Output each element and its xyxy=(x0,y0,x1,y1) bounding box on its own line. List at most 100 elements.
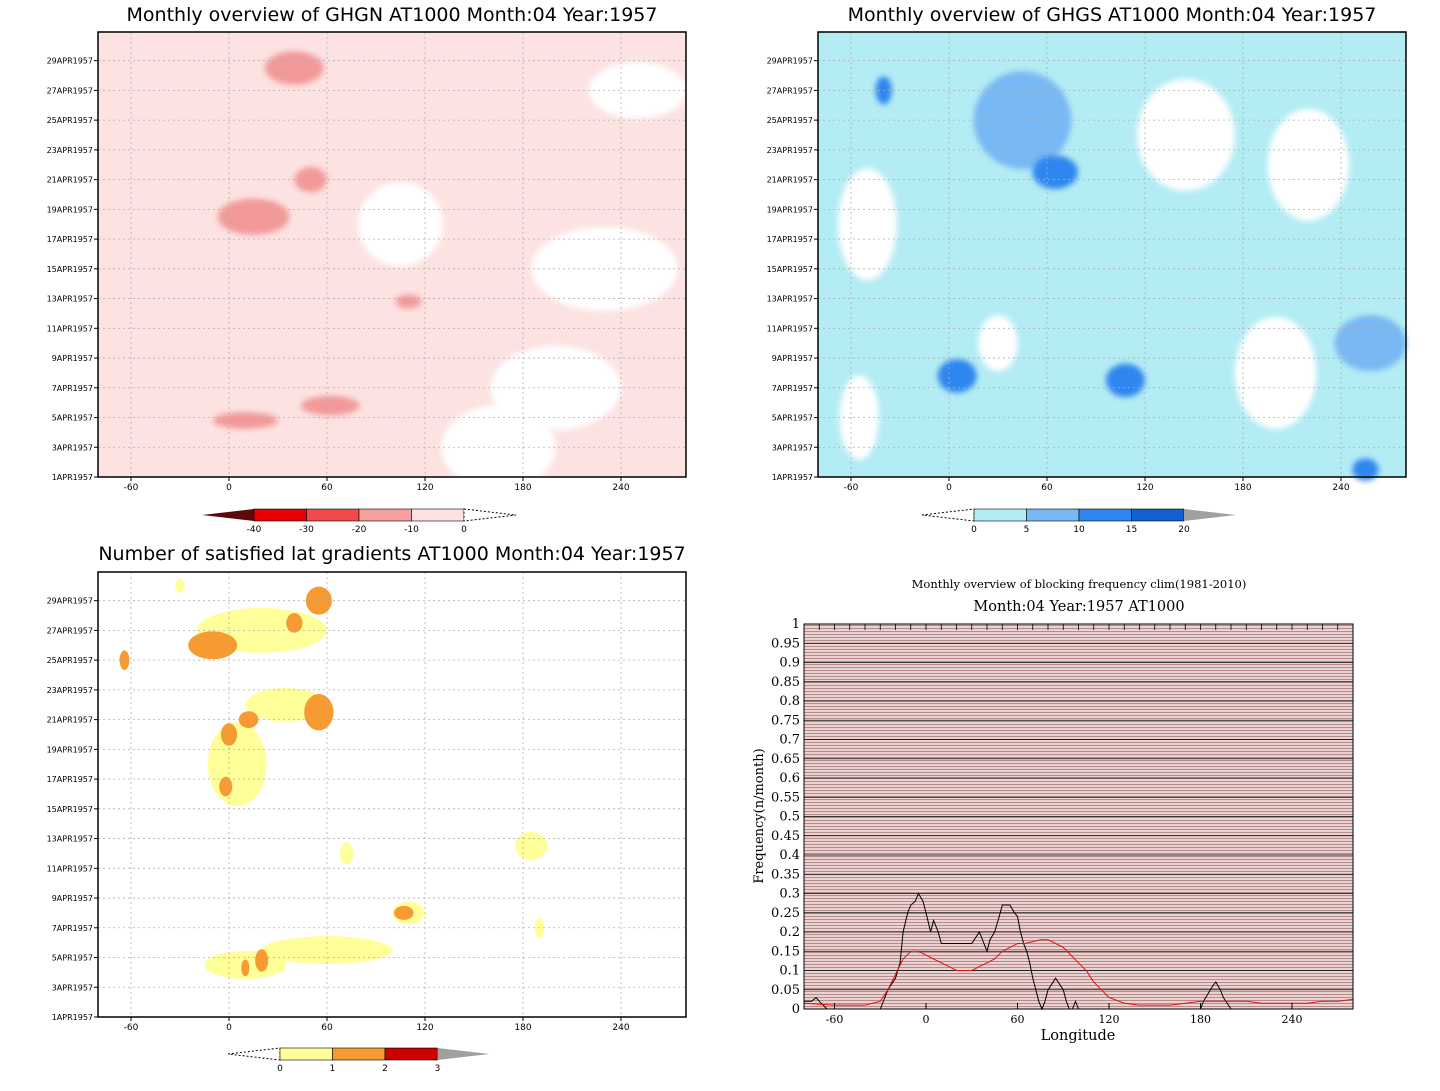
ghgn-blob xyxy=(212,412,278,429)
latgrad-frame xyxy=(97,571,687,1018)
freq-title: Monthly overview of blocking frequency c… xyxy=(912,577,1247,591)
ghgn-contours xyxy=(212,51,422,429)
latgrad-cb-segment xyxy=(279,1047,333,1061)
ghgn-ytick-label: 1APR1957 xyxy=(52,473,93,482)
freq-ytick-label: 0.5 xyxy=(779,810,800,825)
ghgs-zero-area xyxy=(837,168,897,281)
ghgn-cb-label: -10 xyxy=(404,525,419,535)
ghgs-blob xyxy=(1105,363,1145,398)
ghgs-ytick-label: 11APR1957 xyxy=(767,324,813,333)
ghgs-xtick-label: 120 xyxy=(1136,483,1153,493)
latgrad-colorbar: 0 1 2 3 xyxy=(227,1047,490,1074)
ghgs-ytick-label: 23APR1957 xyxy=(767,146,813,155)
ghgn-blob xyxy=(395,294,422,309)
ghgn-zero-area xyxy=(358,182,443,267)
ghgn-blob xyxy=(264,51,324,85)
freq-ytick-label: 0.05 xyxy=(771,983,800,998)
ghgn-blob xyxy=(217,198,290,235)
ghgs-xtick-label: 180 xyxy=(1234,483,1251,493)
ghgn-panel: Monthly overview of GHGN AT1000 Month:04… xyxy=(47,4,687,535)
ghgs-cb-label: 15 xyxy=(1126,525,1137,535)
latgrad-cb-label: 2 xyxy=(382,1064,388,1074)
ghgn-xtick-label: 240 xyxy=(612,483,629,493)
latgrad-cb-segment xyxy=(384,1047,438,1061)
latgrad-blob xyxy=(304,693,334,731)
latgrad-ytick-label: 29APR1957 xyxy=(47,597,93,606)
ghgs-blob xyxy=(973,71,1072,170)
latgrad-ytick-label: 19APR1957 xyxy=(47,745,93,754)
ghgs-colorbar: 0 5 10 15 20 xyxy=(921,508,1236,535)
latgrad-ytick-label: 1APR1957 xyxy=(52,1013,93,1022)
ghgn-ytick-label: 15APR1957 xyxy=(47,265,93,274)
ghgs-xtick-label: 60 xyxy=(1041,483,1053,493)
freq-ytick-label: 0.2 xyxy=(779,925,800,940)
ghgn-colorbar: -40 -30 -20 -10 0 xyxy=(202,508,517,535)
freq-line-red xyxy=(803,939,1354,1006)
freq-ytick-label: 0.1 xyxy=(779,964,800,979)
freq-frame xyxy=(803,623,1354,1010)
ghgs-cb-label: 10 xyxy=(1073,525,1085,535)
latgrad-panel: Number of satisfied lat gradients AT1000… xyxy=(47,543,687,1074)
latgrad-contours xyxy=(119,586,414,977)
ghgn-cb-segment xyxy=(306,508,360,522)
ghgn-ytick-label: 11APR1957 xyxy=(47,324,93,333)
ghgn-blob xyxy=(300,395,360,416)
ghgn-ytick-label: 19APR1957 xyxy=(47,205,93,214)
ghgs-contours xyxy=(875,71,1407,481)
ghgs-ytick-label: 27APR1957 xyxy=(767,86,813,95)
latgrad-ytick-label: 21APR1957 xyxy=(47,716,93,725)
freq-ytick-label: 0.95 xyxy=(771,636,800,651)
latgrad-yellow-area xyxy=(340,842,354,865)
latgrad-ytick-label: 15APR1957 xyxy=(47,805,93,814)
ghgs-panel: Monthly overview of GHGS AT1000 Month:04… xyxy=(767,4,1407,535)
latgrad-xtick-label: 60 xyxy=(321,1023,333,1033)
ghgs-ytick-label: 3APR1957 xyxy=(772,443,813,452)
ghgs-ytick-label: 7APR1957 xyxy=(772,384,813,393)
freq-xtick-label: 240 xyxy=(1282,1013,1303,1026)
latgrad-cb-segment xyxy=(332,1047,386,1061)
freq-subtitle: Month:04 Year:1957 AT1000 xyxy=(973,599,1184,615)
ghgs-ytick-label: 13APR1957 xyxy=(767,295,813,304)
ghgn-ytick-label: 21APR1957 xyxy=(47,176,93,185)
latgrad-ytick-label: 7APR1957 xyxy=(52,924,93,933)
ghgs-ytick-label: 15APR1957 xyxy=(767,265,813,274)
ghgn-ytick-label: 17APR1957 xyxy=(47,235,93,244)
latgrad-ytick-label: 13APR1957 xyxy=(47,835,93,844)
ghgn-cb-segment xyxy=(358,508,412,522)
freq-ylabel: Frequency(n/month) xyxy=(752,748,767,883)
latgrad-yellow-area xyxy=(261,936,393,965)
freq-ytick-label: 1 xyxy=(792,617,800,632)
ghgn-ytick-label: 9APR1957 xyxy=(52,354,93,363)
freq-panel: Monthly overview of blocking frequency c… xyxy=(752,577,1354,1044)
ghgs-blob xyxy=(937,359,977,393)
latgrad-blob xyxy=(220,723,238,746)
ghgn-zero-area xyxy=(588,62,687,119)
ghgs-ytick-label: 9APR1957 xyxy=(772,354,813,363)
ghgs-ytick-label: 25APR1957 xyxy=(767,116,813,125)
ghgn-cb-label: -30 xyxy=(299,525,314,535)
latgrad-ytick-label: 5APR1957 xyxy=(52,954,93,963)
ghgs-frame xyxy=(817,31,1407,478)
latgrad-blob xyxy=(393,905,414,920)
ghgs-cb-segment xyxy=(1026,508,1080,522)
latgrad-blob xyxy=(255,949,269,972)
latgrad-title: Number of satisfied lat gradients AT1000… xyxy=(98,543,685,565)
latgrad-cb-label: 0 xyxy=(277,1064,283,1074)
ghgn-cb-segment xyxy=(411,508,465,522)
ghgn-cb-label: 0 xyxy=(461,525,467,535)
ghgn-ytick-label: 13APR1957 xyxy=(47,295,93,304)
ghgs-ytick-label: 5APR1957 xyxy=(772,414,813,423)
freq-ytick-label: 0.55 xyxy=(771,790,800,805)
latgrad-blob xyxy=(286,613,303,633)
ghgn-title: Monthly overview of GHGN AT1000 Month:04… xyxy=(127,4,658,26)
latgrad-cb-arrow-left xyxy=(227,1047,281,1061)
latgrad-yellow-area xyxy=(207,722,267,807)
freq-xlabel: Longitude xyxy=(1041,1028,1116,1044)
latgrad-xtick-label: 0 xyxy=(226,1023,232,1033)
ghgs-field xyxy=(818,32,1406,477)
freq-ytick-label: 0.6 xyxy=(779,771,800,786)
ghgs-ytick-label: 17APR1957 xyxy=(767,235,813,244)
ghgs-ytick-label: 29APR1957 xyxy=(767,57,813,66)
ghgs-zero-area xyxy=(1234,316,1317,429)
